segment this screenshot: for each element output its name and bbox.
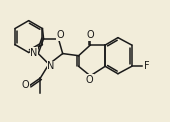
- Text: N: N: [47, 61, 55, 71]
- Text: N: N: [30, 47, 38, 57]
- Text: F: F: [144, 61, 149, 71]
- Text: O: O: [86, 75, 93, 85]
- Text: O: O: [57, 30, 64, 41]
- Text: O: O: [22, 80, 29, 90]
- Text: O: O: [87, 30, 94, 41]
